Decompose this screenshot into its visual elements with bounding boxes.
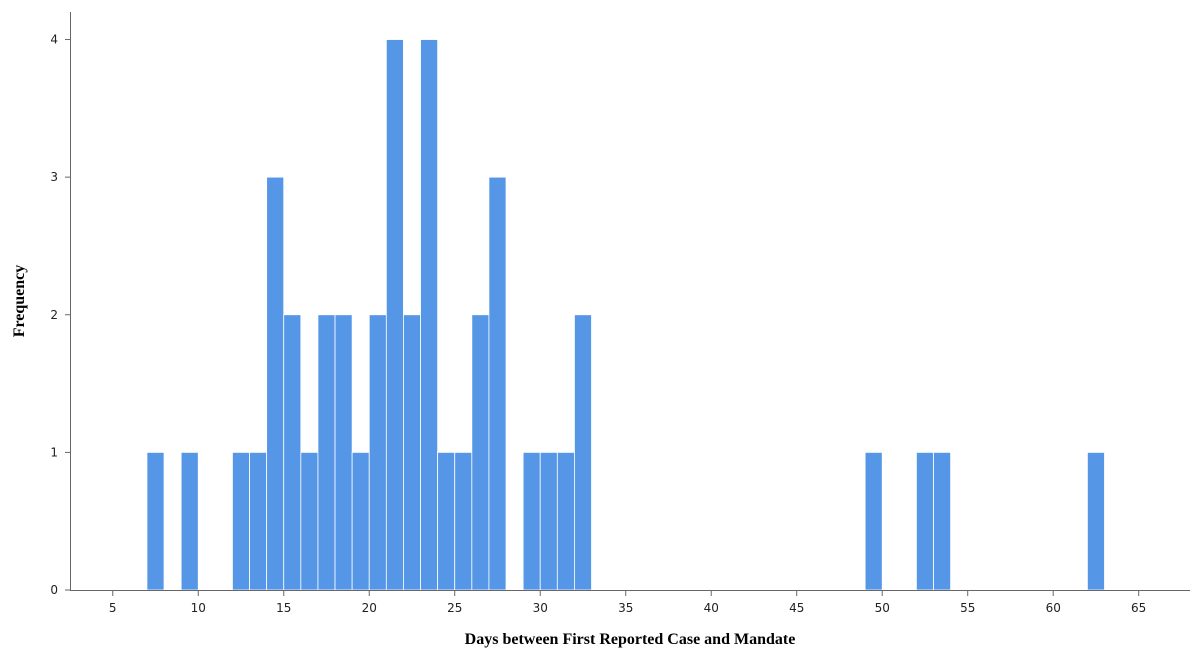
- x-tick-label: 50: [875, 601, 890, 615]
- x-tick-label: 15: [276, 601, 291, 615]
- histogram-bar: [539, 451, 558, 591]
- histogram-bar: [266, 176, 285, 591]
- y-tick-label: 0: [50, 583, 58, 597]
- histogram-bar: [420, 39, 439, 591]
- histogram-bar: [488, 176, 507, 591]
- x-tick-label: 40: [704, 601, 719, 615]
- histogram-bar: [471, 314, 490, 591]
- histogram-bar: [933, 451, 952, 591]
- histogram-bar: [232, 451, 250, 591]
- x-tick-label: 25: [447, 601, 462, 615]
- histogram-bar: [351, 451, 370, 591]
- histogram-bar: [556, 451, 575, 591]
- histogram-bar: [368, 314, 387, 591]
- histogram-bar: [385, 39, 404, 591]
- histogram-bar: [454, 451, 473, 591]
- histogram-bar: [916, 451, 934, 591]
- histogram-bar: [574, 314, 592, 591]
- y-tick-label: 3: [50, 170, 58, 184]
- histogram-bar: [522, 451, 541, 591]
- histogram-bar: [403, 314, 421, 591]
- x-tick-label: 5: [109, 601, 117, 615]
- x-axis-title: Days between First Reported Case and Man…: [465, 631, 796, 648]
- histogram-bar: [864, 451, 883, 591]
- histogram-bar: [249, 451, 268, 591]
- histogram-bar: [146, 451, 165, 591]
- x-tick-label: 10: [191, 601, 206, 615]
- histogram-bar: [180, 451, 199, 591]
- y-tick-label: 1: [50, 445, 58, 459]
- y-axis-title: Frequency: [11, 265, 28, 338]
- x-tick-label: 35: [618, 601, 633, 615]
- y-tick-label: 4: [50, 33, 58, 47]
- histogram-bar: [317, 314, 336, 591]
- x-tick-label: 65: [1131, 601, 1146, 615]
- histogram-bar: [300, 451, 319, 591]
- x-axis-ticks: 5 10 15 20 25 30 35 40 45 50 55 60 65: [109, 590, 1146, 615]
- histogram-bar: [283, 314, 302, 591]
- histogram-bar: [1087, 451, 1105, 591]
- histogram-bars: [146, 39, 1105, 591]
- y-tick-label: 2: [50, 308, 58, 322]
- histogram-bar: [334, 314, 353, 591]
- x-tick-label: 45: [789, 601, 804, 615]
- x-tick-label: 55: [960, 601, 975, 615]
- x-tick-label: 20: [362, 601, 377, 615]
- x-tick-label: 30: [533, 601, 548, 615]
- x-tick-label: 60: [1046, 601, 1061, 615]
- y-axis-ticks: 0 1 2 3 4: [50, 33, 70, 597]
- histogram-bar: [437, 451, 456, 591]
